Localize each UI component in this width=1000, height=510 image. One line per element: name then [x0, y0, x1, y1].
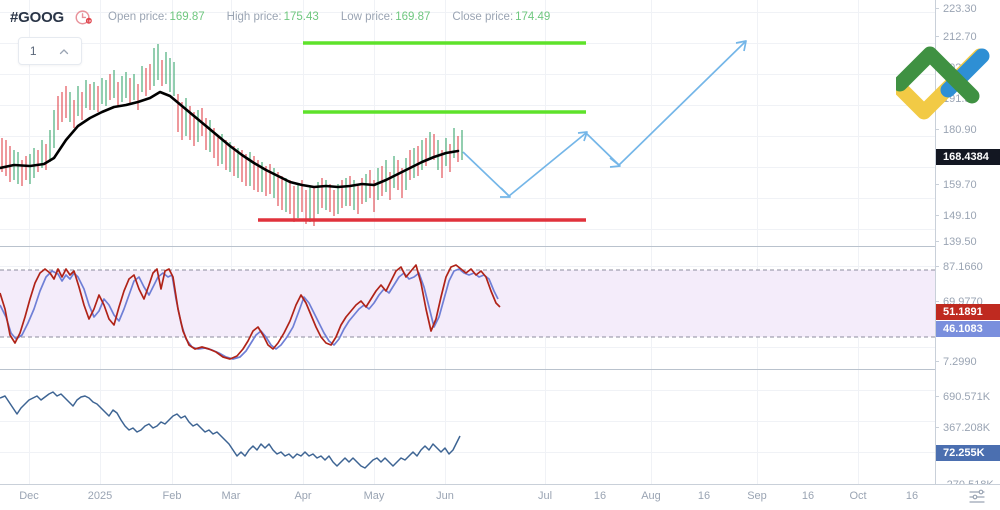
obv-grid — [0, 370, 935, 484]
time-label: Oct — [849, 490, 867, 502]
time-label: Feb — [162, 490, 182, 502]
scale-border — [935, 0, 936, 484]
time-axis-border — [0, 484, 1000, 485]
time-label: Aug — [641, 490, 661, 502]
time-axis[interactable]: Dec 2025 Feb Mar Apr May Jun Jul 16 Aug … — [0, 484, 1000, 510]
obv-pane[interactable]: OBV 72.255K — [0, 370, 935, 484]
obv-plot — [0, 391, 461, 469]
obv-line — [0, 391, 461, 469]
timeframe-selector[interactable]: 1 — [18, 37, 82, 65]
pane-separator-so-obv — [0, 369, 1000, 370]
so-d-badge: 46.1083 — [936, 321, 1000, 337]
price-tick: 159.70 — [935, 178, 1000, 192]
price-tick: 223.30 — [935, 2, 1000, 16]
so-plot — [0, 264, 935, 360]
so-tick: 87.1660 — [935, 260, 1000, 274]
price-tick: 139.50 — [935, 235, 1000, 249]
obv-value-badge: 72.255K — [936, 445, 1000, 461]
so-k-badge: 51.1891 — [936, 304, 1000, 320]
time-label: May — [363, 490, 385, 502]
time-label: 16 — [593, 490, 607, 502]
projection-arrows — [462, 40, 747, 198]
time-label: Dec — [19, 490, 39, 502]
so-k-line — [0, 264, 501, 360]
time-label: 16 — [801, 490, 815, 502]
price-tick: 212.70 — [935, 30, 1000, 44]
pane-separator-price-so — [0, 246, 1000, 247]
time-label: Mar — [221, 490, 241, 502]
price-tick: 180.90 — [935, 123, 1000, 137]
obv-tick: 367.208K — [935, 421, 1000, 435]
obv-tick: 690.571K — [935, 390, 1000, 404]
price-tick: 149.10 — [935, 209, 1000, 223]
price-pane[interactable] — [0, 0, 935, 246]
timeframe-value: 1 — [29, 44, 37, 58]
so-tick: 7.2990 — [935, 355, 1000, 369]
time-label: Apr — [294, 490, 312, 502]
chart-settings-icon[interactable] — [968, 489, 988, 505]
time-label: Jul — [537, 490, 553, 502]
litefinance-logo — [892, 28, 992, 128]
so-pane[interactable]: SO 14 3 3 51.1891 46.1083 — [0, 247, 935, 369]
time-label: 16 — [905, 490, 919, 502]
chevron-up-icon — [58, 45, 70, 57]
time-label: Sep — [747, 490, 767, 502]
last-price-badge: 168.4384 — [936, 149, 1000, 165]
time-label: 16 — [697, 490, 711, 502]
time-label: Jun — [436, 490, 454, 502]
price-plot — [0, 40, 747, 226]
moving-average-line — [0, 90, 460, 189]
time-label: 2025 — [87, 490, 113, 502]
